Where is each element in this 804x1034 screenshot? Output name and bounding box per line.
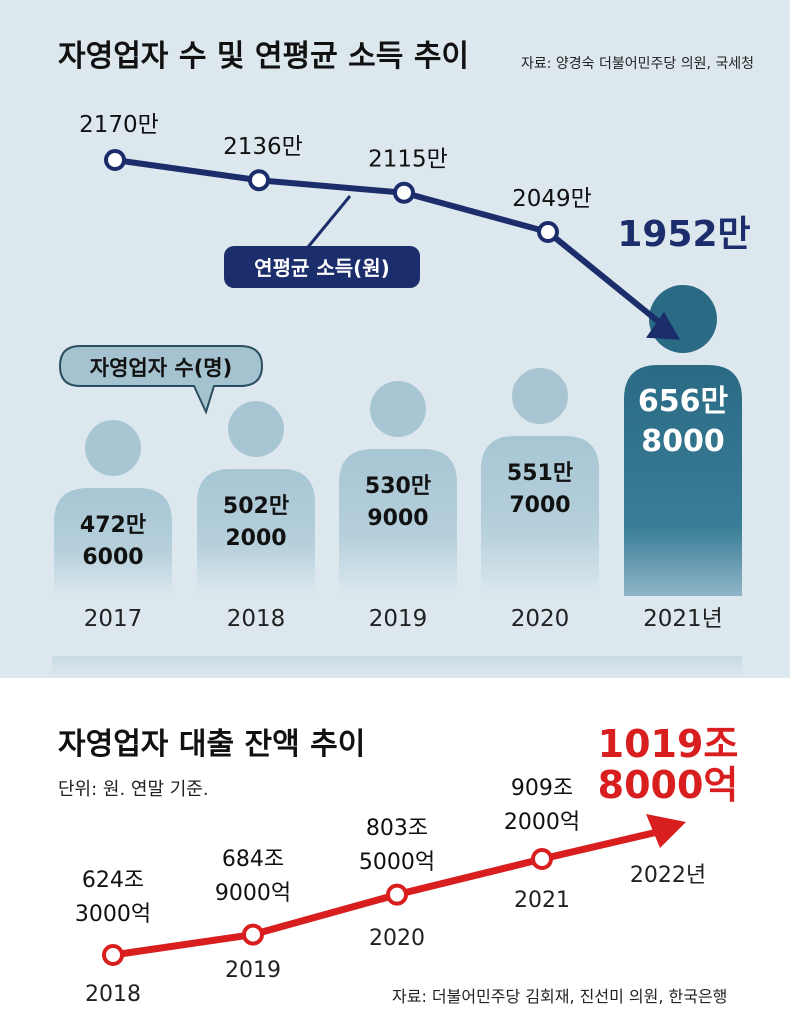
x-tick-label: 2020 [511,606,570,632]
top-chart-source: 자료: 양경숙 더불어민주당 의원, 국세청 [521,56,754,72]
loan-year-label: 2018 [85,982,141,1007]
x-tick-label: 2018 [227,606,286,632]
income-data-label: 2136만 [223,134,303,160]
income-data-label: 2049만 [512,186,592,212]
x-tick-label: 2017 [84,606,143,632]
income-legend-pointer [302,195,352,253]
worker-bar-body [197,469,315,596]
income-point [537,221,559,243]
worker-bar-label: 9000 [367,506,428,531]
worker-bar-label: 8000 [641,424,725,459]
loan-chart-source: 자료: 더불어민주당 김회재, 진선미 의원, 한국은행 [392,987,727,1006]
income-line-series: 2170만 2136만 2115만 2049만 1952만 [79,112,751,340]
worker-bar-label: 6000 [82,545,143,570]
top-chart-title: 자영업자 수 및 연평균 소득 추이 [58,39,469,74]
loan-chart-subtitle: 단위: 원. 연말 기준. [58,779,209,800]
worker-bar-head [512,368,568,424]
income-data-label-highlight: 1952만 [617,214,750,255]
income-point [248,169,270,192]
loan-year-label: 2021 [514,888,570,913]
section-divider [52,656,742,678]
loan-point [531,848,553,870]
worker-bar-body [624,365,742,596]
right-margin [790,0,804,1034]
income-legend: 연평균 소득(원) [224,195,420,288]
loan-data-label-highlight: 8000억 [598,763,739,807]
worker-bar-head [85,420,141,476]
loan-data-label: 3000억 [75,902,151,927]
income-data-label: 2170만 [79,112,159,138]
worker-bar-body [339,449,457,596]
loan-arrowhead [646,814,686,848]
worker-bar-label: 502만 [223,494,289,519]
worker-bar-head [228,401,284,457]
loan-point [242,923,264,946]
loan-line-series: 624조 3000억 2018 684조 9000억 2019 803조 5000억 2020 9… [75,722,738,1007]
loan-data-label: 9000억 [215,881,291,906]
loan-data-label: 5000억 [359,850,435,875]
worker-bar-label: 7000 [509,493,570,518]
worker-bar-head [370,381,426,437]
worker-bar-body [54,488,172,596]
loan-data-label: 2000억 [504,810,580,835]
worker-count-bars: 472만 6000 2017 502만 2000 2018 530만 9000 2019 551만… [54,285,742,632]
loan-year-label: 2020 [369,926,425,951]
loan-data-label: 909조 [511,776,573,801]
loan-data-label: 624조 [82,868,144,893]
loan-point [386,883,408,906]
worker-count-legend: 자영업자 수(명) [58,345,264,415]
loan-chart-title: 자영업자 대출 잔액 추이 [58,727,365,762]
income-arrowhead [646,311,680,340]
income-legend-label: 연평균 소득(원) [254,256,390,280]
worker-bar-label: 530만 [365,474,431,499]
loan-point [102,944,124,966]
worker-bar-label: 2000 [225,526,286,551]
worker-count-legend-label: 자영업자 수(명) [90,356,232,380]
x-tick-label: 2021년 [643,606,723,632]
income-data-label: 2115만 [368,147,448,173]
income-point [104,149,126,171]
worker-bar-label: 656만 [638,384,729,419]
worker-bar-label: 551만 [507,461,573,486]
income-point [393,181,415,204]
worker-bar-label: 472만 [80,513,146,538]
loan-year-label: 2019 [225,958,281,983]
worker-count-legend-bubble [58,345,264,415]
x-tick-label: 2019 [369,606,428,632]
loan-year-label: 2022년 [630,863,706,888]
loan-data-label-highlight: 1019조 [598,722,739,766]
loan-data-label: 684조 [222,847,284,872]
loan-data-label: 803조 [366,816,428,841]
bottom-panel-background [0,678,804,1034]
income-legend-badge [224,246,420,288]
worker-bar-body [481,436,599,596]
